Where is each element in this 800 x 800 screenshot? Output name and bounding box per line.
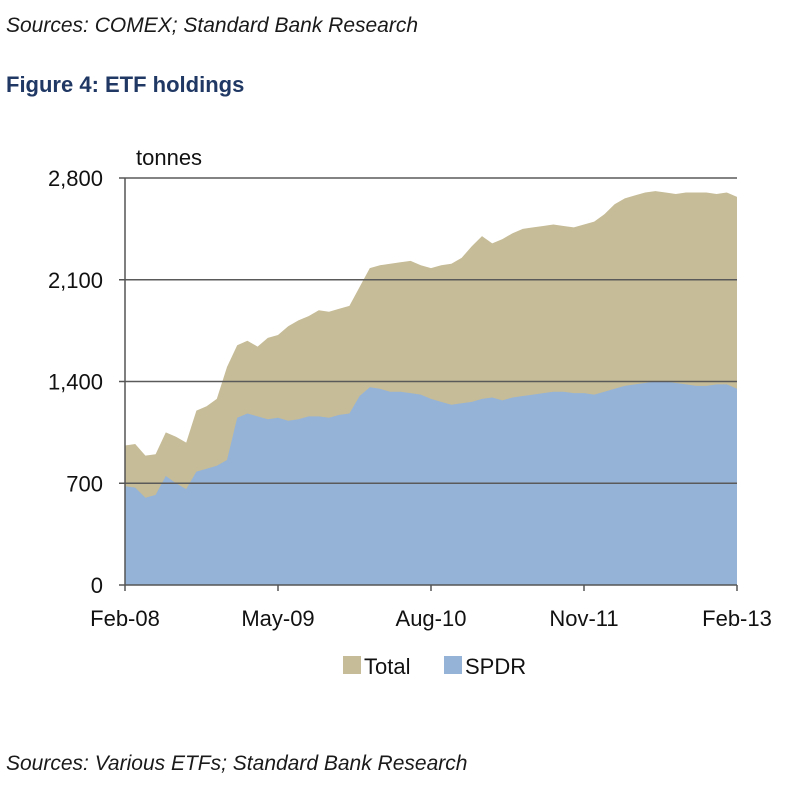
plot-areas bbox=[125, 191, 737, 585]
legend-label-spdr: SPDR bbox=[465, 654, 526, 679]
source-note-top: Sources: COMEX; Standard Bank Research bbox=[6, 14, 419, 37]
legend: Total SPDR bbox=[343, 654, 526, 679]
unit-label: tonnes bbox=[136, 145, 202, 170]
x-tick-labels: Feb-08 May-09 Aug-10 Nov-11 Feb-13 bbox=[90, 606, 772, 631]
x-tick-label: Feb-13 bbox=[702, 606, 772, 631]
axes bbox=[119, 177, 738, 591]
x-tick-label: Feb-08 bbox=[90, 606, 160, 631]
x-tick-label: Nov-11 bbox=[549, 606, 618, 631]
y-tick-label: 2,100 bbox=[48, 268, 103, 293]
y-tick-labels: 0 700 1,400 2,100 2,800 bbox=[48, 166, 103, 598]
x-tick-label: May-09 bbox=[241, 606, 314, 631]
y-tick-label: 700 bbox=[66, 471, 103, 496]
source-note-bottom: Sources: Various ETFs; Standard Bank Res… bbox=[6, 752, 468, 775]
y-tick-label: 0 bbox=[91, 573, 103, 598]
y-tick-label: 1,400 bbox=[48, 370, 103, 395]
y-tick-label: 2,800 bbox=[48, 166, 103, 191]
figure-title: Figure 4: ETF holdings bbox=[6, 72, 245, 97]
legend-label-total: Total bbox=[364, 654, 410, 679]
x-tick-label: Aug-10 bbox=[396, 606, 467, 631]
legend-swatch-total bbox=[343, 656, 361, 674]
legend-swatch-spdr bbox=[444, 656, 462, 674]
gridlines bbox=[125, 177, 737, 484]
